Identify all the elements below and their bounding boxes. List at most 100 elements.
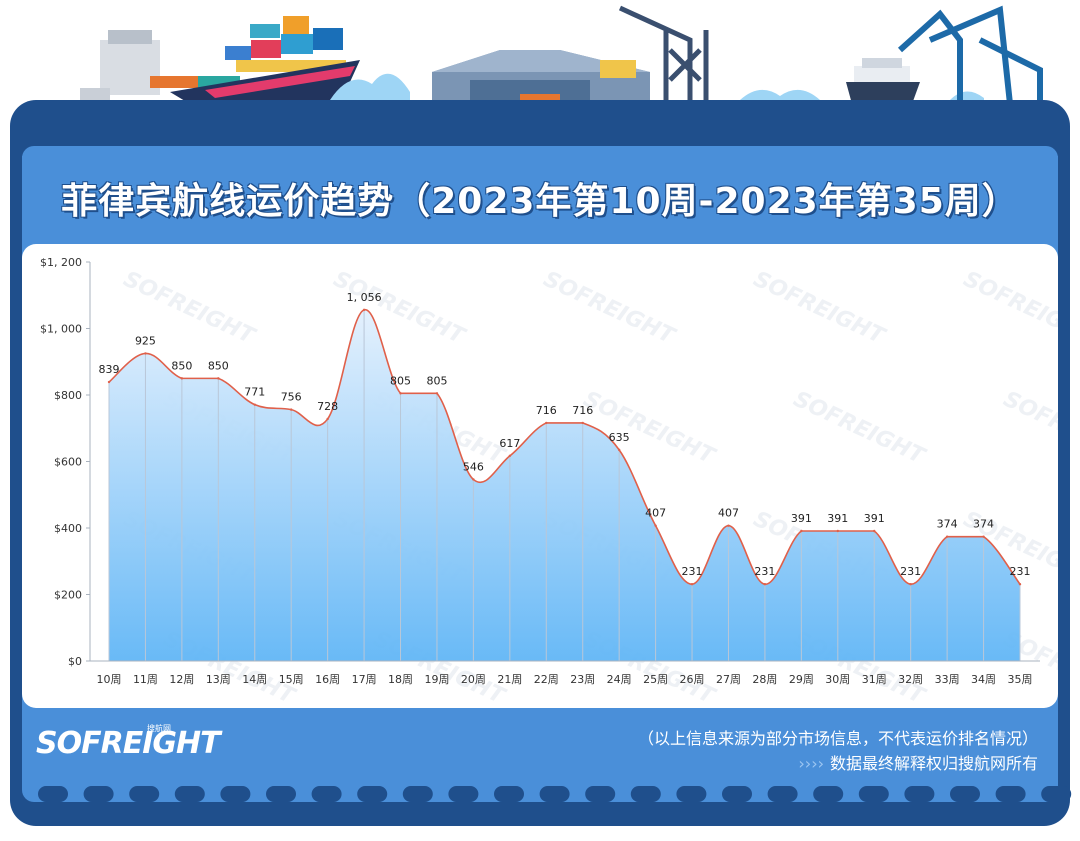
x-tick-label: 35周 bbox=[1008, 673, 1033, 686]
data-label: 231 bbox=[754, 565, 775, 578]
cargo-ship-icon bbox=[80, 16, 360, 104]
scallop-tab bbox=[722, 786, 752, 802]
scallop-tab bbox=[767, 786, 798, 802]
data-label: 546 bbox=[463, 460, 484, 473]
data-label: 716 bbox=[572, 404, 593, 417]
data-label: 374 bbox=[973, 518, 994, 531]
x-tick-label: 32周 bbox=[898, 673, 923, 686]
scallop-tab bbox=[220, 786, 251, 802]
x-tick-label: 13周 bbox=[206, 673, 231, 686]
ferry-icon bbox=[846, 58, 920, 104]
x-tick-label: 29周 bbox=[789, 673, 814, 686]
footnote-rights: ›››› 数据最终解释权归搜航网所有 bbox=[798, 750, 1038, 774]
data-label: 756 bbox=[281, 391, 302, 404]
y-tick-label: $0 bbox=[68, 655, 82, 668]
data-label: 805 bbox=[426, 374, 447, 387]
x-tick-label: 11周 bbox=[133, 673, 158, 686]
x-tick-label: 31周 bbox=[862, 673, 887, 686]
x-tick-label: 27周 bbox=[716, 673, 741, 686]
x-tick-label: 10周 bbox=[97, 673, 122, 686]
scallop-tab bbox=[858, 786, 889, 802]
data-point bbox=[617, 448, 621, 452]
data-point bbox=[508, 454, 512, 458]
port-illustration bbox=[80, 5, 1043, 107]
data-point bbox=[909, 582, 912, 586]
x-tick-label: 16周 bbox=[315, 673, 340, 686]
data-point bbox=[399, 392, 402, 395]
data-label: 407 bbox=[718, 507, 739, 520]
data-point bbox=[1018, 582, 1022, 586]
scallop-tab bbox=[950, 786, 980, 802]
watermark-text: SOFREIGHT bbox=[329, 267, 469, 350]
watermark-text: SOFREIGHT bbox=[959, 267, 1058, 350]
x-tick-label: 12周 bbox=[169, 673, 194, 686]
brand-logo: SOFREIGHT bbox=[36, 726, 221, 761]
data-label: 850 bbox=[171, 359, 192, 372]
y-tick-label: $400 bbox=[54, 522, 82, 535]
data-label: 231 bbox=[900, 565, 921, 578]
data-label: 407 bbox=[645, 507, 666, 520]
data-point bbox=[836, 529, 839, 533]
data-point bbox=[253, 403, 256, 406]
footnote-source: （以上信息来源为部分市场信息，不代表运价排名情况） bbox=[637, 729, 1038, 748]
scallop-tab bbox=[676, 786, 707, 802]
y-tick-label: $800 bbox=[54, 389, 82, 402]
brand-subtitle: 搜航网 bbox=[147, 724, 171, 733]
data-label: 728 bbox=[317, 400, 338, 413]
data-point bbox=[362, 308, 366, 312]
scallop-tab bbox=[266, 786, 296, 802]
data-label: 391 bbox=[864, 512, 885, 525]
scallop-tab bbox=[174, 786, 205, 802]
x-tick-label: 18周 bbox=[388, 673, 413, 686]
y-tick-label: $1, 000 bbox=[40, 323, 82, 336]
data-label: 617 bbox=[499, 437, 520, 450]
y-tick-label: $1, 200 bbox=[40, 256, 82, 269]
x-tick-label: 23周 bbox=[570, 673, 595, 686]
watermark-text: SOFREIGHT bbox=[749, 267, 889, 350]
data-label: 850 bbox=[208, 359, 229, 372]
data-point bbox=[727, 524, 730, 527]
footnote-rights-text: 数据最终解释权归搜航网所有 bbox=[829, 754, 1038, 773]
data-label: 231 bbox=[682, 565, 703, 578]
x-tick-label: 14周 bbox=[242, 673, 267, 686]
data-label: 716 bbox=[536, 404, 557, 417]
scallop-tab bbox=[585, 786, 616, 802]
data-label: 391 bbox=[827, 512, 848, 525]
x-tick-label: 26周 bbox=[680, 673, 705, 686]
data-label: 391 bbox=[791, 512, 812, 525]
data-label: 771 bbox=[244, 386, 265, 399]
page-title: 菲律宾航线运价趋势（2023年第10周-2023年第35周） bbox=[61, 181, 1019, 222]
x-tick-label: 19周 bbox=[424, 673, 449, 686]
scallop-tab bbox=[83, 786, 114, 802]
watermark-text: SOFREIGHT bbox=[789, 387, 929, 470]
data-point bbox=[545, 421, 548, 425]
title-band bbox=[22, 156, 1058, 242]
data-point bbox=[581, 421, 584, 425]
scallop-tab bbox=[38, 786, 68, 802]
watermark-text: SOFREIGHT bbox=[539, 267, 679, 350]
scallop-tab bbox=[402, 786, 433, 802]
data-point bbox=[800, 529, 803, 533]
x-tick-label: 20周 bbox=[461, 673, 486, 686]
data-label: 635 bbox=[609, 431, 630, 444]
x-tick-label: 30周 bbox=[825, 673, 850, 686]
x-tick-label: 24周 bbox=[607, 673, 632, 686]
y-tick-label: $200 bbox=[54, 589, 82, 602]
data-point bbox=[217, 377, 220, 380]
x-tick-label: 21周 bbox=[497, 673, 522, 686]
area-chart: SOFREIGHT SOFREIGHT SOFREIGHT SOFREIGHT SOFR… bbox=[40, 256, 1080, 710]
data-point bbox=[326, 417, 329, 421]
x-tick-label: 28周 bbox=[752, 673, 777, 686]
scallop-tab bbox=[1041, 786, 1072, 802]
scallop-tab bbox=[995, 786, 1026, 802]
data-point bbox=[654, 524, 657, 527]
arrows-icon: ›››› bbox=[798, 754, 824, 773]
data-point bbox=[945, 535, 949, 538]
data-point bbox=[873, 529, 876, 533]
bottom-scallops bbox=[38, 786, 1072, 802]
series-line bbox=[108, 309, 1021, 585]
data-point bbox=[107, 380, 111, 384]
scallop-tab bbox=[311, 786, 342, 802]
data-point bbox=[763, 582, 767, 586]
